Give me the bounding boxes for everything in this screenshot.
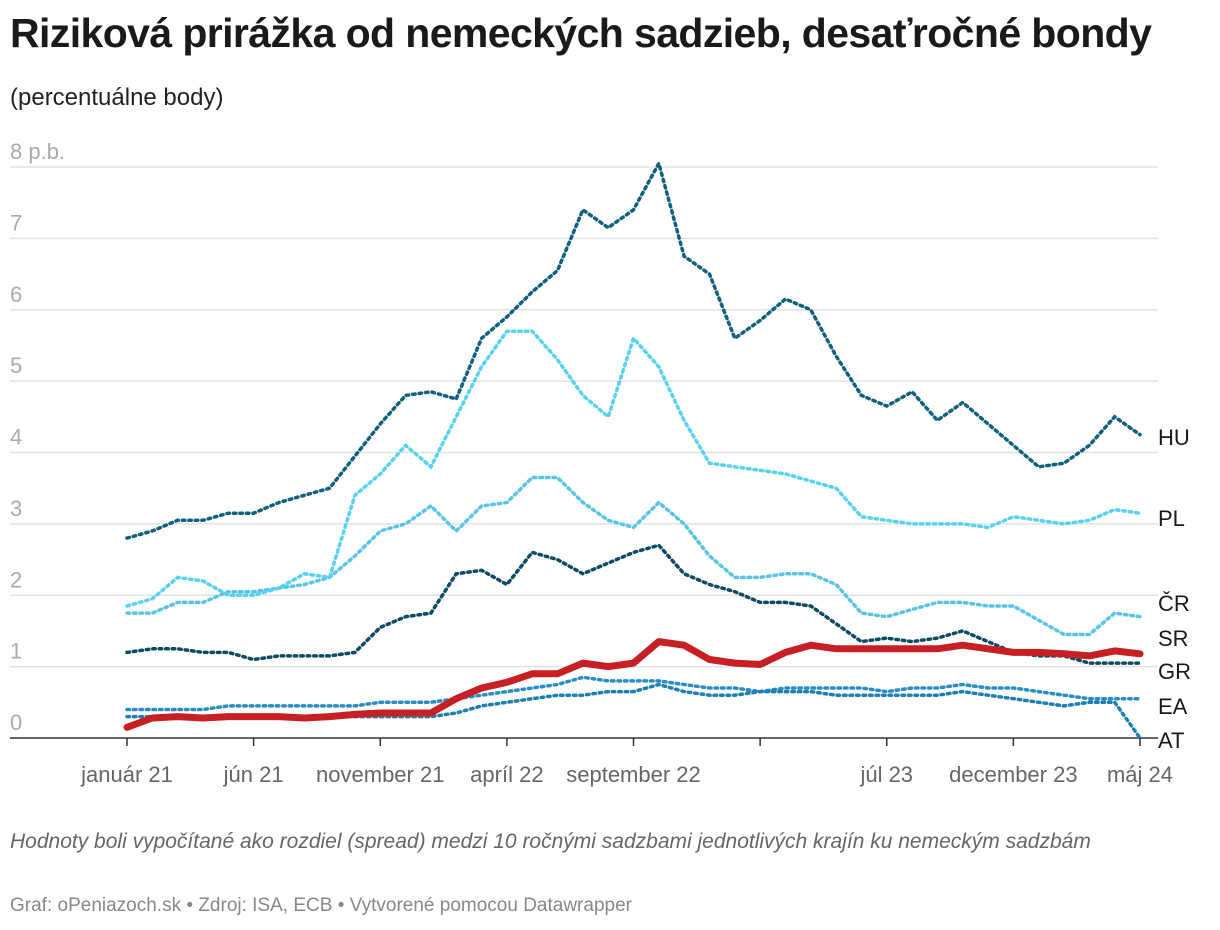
gridlines bbox=[10, 166, 1158, 668]
x-tick-label: jún 21 bbox=[223, 762, 284, 787]
y-tick-label: 3 bbox=[10, 496, 22, 521]
chart-notes: Hodnoty boli vypočítané ako rozdiel (spr… bbox=[10, 830, 1091, 853]
chart-subtitle: (percentuálne body) bbox=[10, 84, 224, 111]
x-tick-label: december 23 bbox=[949, 762, 1077, 787]
footer-zdroj: Zdroj: ISA, ECB bbox=[198, 895, 333, 916]
series-lines bbox=[123, 158, 1144, 740]
x-axis: január 21 jún 21 november 21 apríl 22 septem… bbox=[10, 737, 1173, 787]
series-end-labels: HU PL ČR SR GR EA AT bbox=[1158, 425, 1191, 753]
footer-separator: • bbox=[337, 895, 345, 916]
series-label-hu: HU bbox=[1158, 425, 1190, 450]
x-tick-label: január 21 bbox=[80, 762, 173, 787]
series-line-at bbox=[125, 682, 1142, 740]
y-tick-label: 5 bbox=[10, 353, 22, 378]
series-line-pl bbox=[125, 475, 1142, 637]
series-label-čr: ČR bbox=[1158, 591, 1190, 616]
chart-title: Riziková prirážka od nemeckých sadzieb, … bbox=[10, 10, 1152, 56]
x-tick-label: november 21 bbox=[316, 762, 444, 787]
series-line-čr bbox=[125, 329, 1142, 608]
y-tick-label: 8 p.b. bbox=[10, 139, 65, 164]
y-tick-label: 4 bbox=[10, 425, 22, 450]
y-tick-label: 0 bbox=[10, 710, 22, 735]
series-label-sr: SR bbox=[1158, 626, 1189, 651]
x-tick-label: september 22 bbox=[566, 762, 701, 787]
series-label-ea: EA bbox=[1158, 694, 1188, 719]
footer-graf: Graf: oPeniazoch.sk bbox=[10, 895, 182, 916]
y-tick-label: 6 bbox=[10, 282, 22, 307]
x-tick-label: júl 23 bbox=[859, 762, 913, 787]
y-axis-labels: 0 1 2 3 4 5 6 7 8 p.b. bbox=[10, 139, 65, 735]
series-line-hu bbox=[125, 158, 1142, 540]
x-tick-label: apríl 22 bbox=[470, 762, 543, 787]
y-tick-label: 1 bbox=[10, 639, 22, 664]
series-line-sr bbox=[123, 638, 1144, 731]
y-tick-label: 7 bbox=[10, 210, 22, 235]
chart-footer: Graf: oPeniazoch.sk • Zdroj: ISA, ECB • … bbox=[10, 895, 632, 917]
y-tick-label: 2 bbox=[10, 567, 22, 592]
series-label-pl: PL bbox=[1158, 506, 1185, 531]
series-label-gr: GR bbox=[1158, 659, 1191, 684]
footer-tool: Vytvorené pomocou Datawrapper bbox=[349, 895, 632, 916]
line-chart: 0 1 2 3 4 5 6 7 8 p.b. január 21 jún 21 november 2… bbox=[10, 139, 1191, 787]
series-line-ea bbox=[125, 675, 1142, 712]
footer-separator: • bbox=[186, 895, 194, 916]
x-tick-label: máj 24 bbox=[1107, 762, 1173, 787]
series-label-at: AT bbox=[1158, 728, 1184, 753]
series-line-gr bbox=[125, 543, 1142, 665]
